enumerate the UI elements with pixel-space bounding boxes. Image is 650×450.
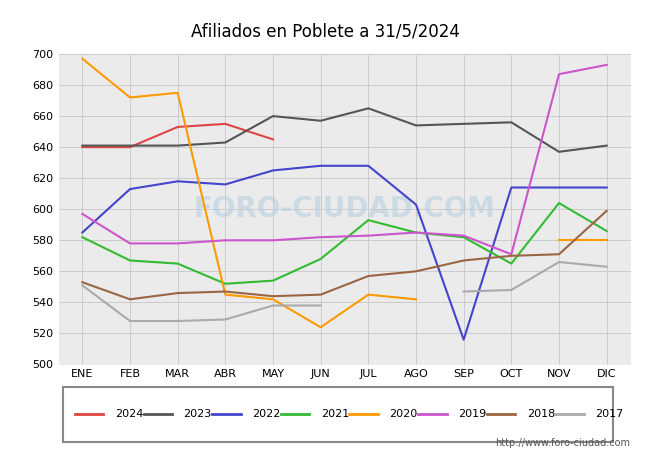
Text: Afiliados en Poblete a 31/5/2024: Afiliados en Poblete a 31/5/2024 <box>190 22 460 40</box>
Text: 2018: 2018 <box>526 409 555 419</box>
Text: FORO-CIUDAD.COM: FORO-CIUDAD.COM <box>194 195 495 223</box>
Text: http://www.foro-ciudad.com: http://www.foro-ciudad.com <box>495 438 630 448</box>
Text: 2022: 2022 <box>252 409 281 419</box>
Text: 2021: 2021 <box>321 409 349 419</box>
Text: 2020: 2020 <box>389 409 418 419</box>
FancyBboxPatch shape <box>64 387 612 442</box>
Text: 2024: 2024 <box>115 409 143 419</box>
Text: 2017: 2017 <box>595 409 623 419</box>
Text: 2023: 2023 <box>183 409 212 419</box>
Text: 2019: 2019 <box>458 409 486 419</box>
